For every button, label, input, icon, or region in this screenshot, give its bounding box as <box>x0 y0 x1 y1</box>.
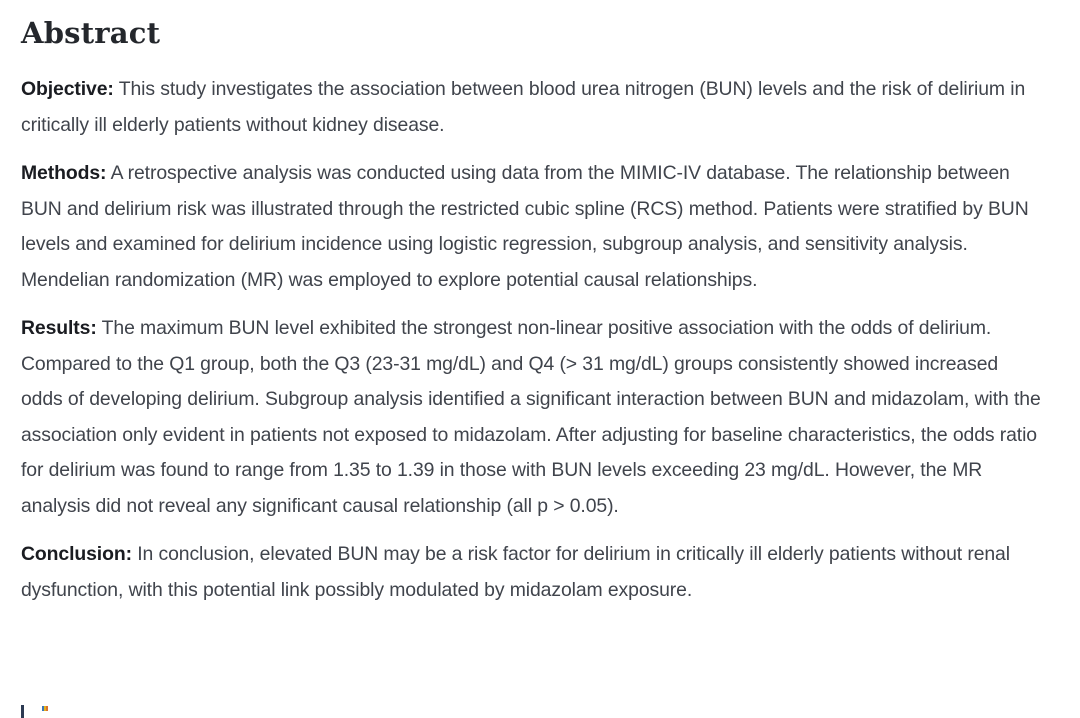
results-paragraph: Results: The maximum BUN level exhibited… <box>21 311 1043 524</box>
methods-label: Methods: <box>21 162 107 184</box>
conclusion-label: Conclusion: <box>21 543 132 565</box>
cutoff-next-element-fragment <box>21 705 24 718</box>
results-text: The maximum BUN level exhibited the stro… <box>21 317 1041 517</box>
methods-text: A retrospective analysis was conducted u… <box>21 162 1029 291</box>
objective-paragraph: Objective: This study investigates the a… <box>21 72 1043 143</box>
objective-text: This study investigates the association … <box>21 78 1026 136</box>
methods-paragraph: Methods: A retrospective analysis was co… <box>21 156 1043 298</box>
results-label: Results: <box>21 317 97 339</box>
objective-label: Objective: <box>21 78 114 100</box>
cutoff-icon-fragment <box>42 706 48 711</box>
abstract-heading: Abstract <box>21 16 161 50</box>
conclusion-text: In conclusion, elevated BUN may be a ris… <box>21 543 1010 601</box>
conclusion-paragraph: Conclusion: In conclusion, elevated BUN … <box>21 537 1043 608</box>
